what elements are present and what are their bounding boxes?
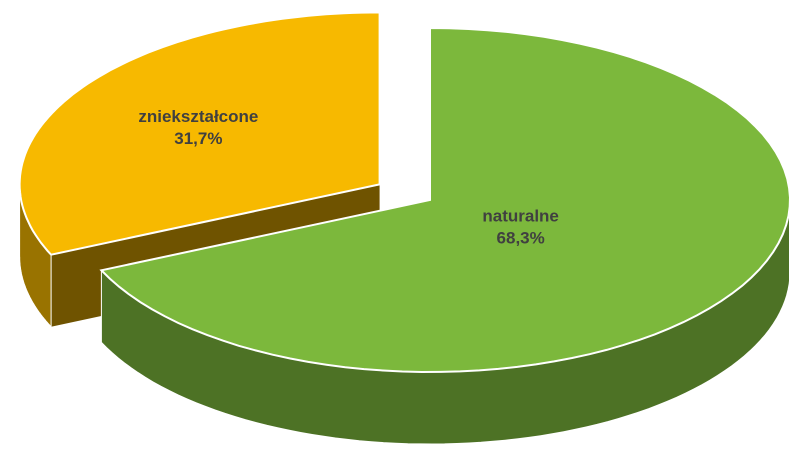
slice — [99, 26, 789, 374]
slice-label: zniekształcone — [138, 107, 258, 126]
slice-value-label: 31,7% — [174, 129, 222, 148]
slice-label: naturalne — [482, 207, 559, 226]
slice — [18, 11, 381, 256]
slice-value-label: 68,3% — [497, 229, 545, 248]
